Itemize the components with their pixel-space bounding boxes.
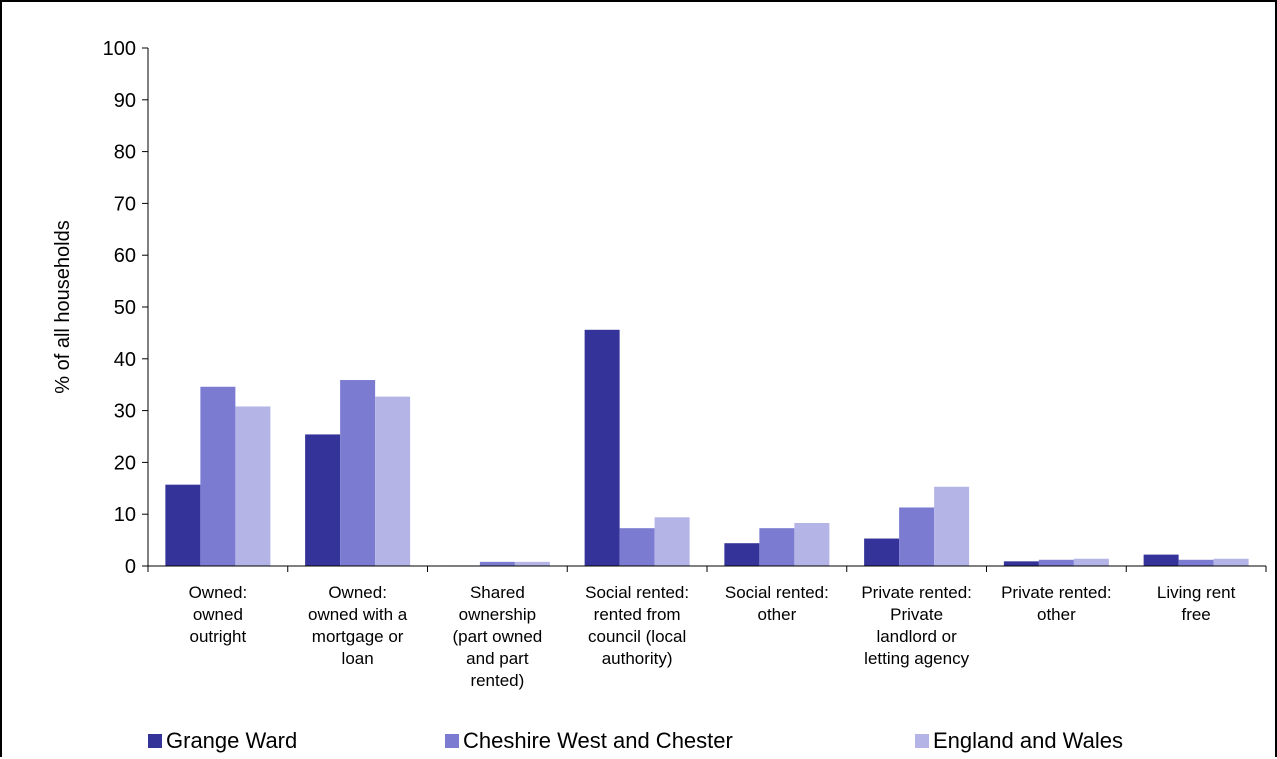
x-category-label-5-line-3: letting agency [864, 649, 969, 668]
y-tick-label-10: 10 [114, 504, 136, 526]
legend-swatch-cheshire-west-and-chester [445, 734, 459, 748]
x-category-label-0-line-0: Owned: [189, 583, 248, 602]
x-category-label-5-line-2: landlord or [876, 627, 957, 646]
x-category-label-2-line-0: Shared [470, 583, 525, 602]
y-tick-label-60: 60 [114, 245, 136, 267]
bar-cheshire-west-and-chester-6 [1038, 559, 1074, 566]
x-category-label-1-line-3: loan [342, 649, 374, 668]
x-category-label-0: Owned: owned outright [189, 583, 248, 646]
bar-cheshire-west-and-chester-0 [200, 386, 236, 566]
x-category-label-5-line-1: Private [890, 605, 943, 624]
x-category-label-3-line-0: Social rented: [585, 583, 689, 602]
x-category-label-5-line-0: Private rented: [861, 583, 972, 602]
legend-label-grange-ward: Grange Ward [166, 728, 297, 753]
x-category-label-3: Social rented: rented from council (local a… [585, 583, 689, 668]
bar-england-and-wales-0 [235, 406, 271, 566]
bar-grange-ward-4 [724, 543, 760, 566]
bar-grange-ward-6 [1003, 561, 1039, 566]
bar-england-and-wales-7 [1213, 558, 1249, 566]
bar-england-and-wales-3 [654, 517, 690, 566]
x-category-label-3-line-3: authority) [602, 649, 673, 668]
x-category-label-4-line-0: Social rented: [725, 583, 829, 602]
bar-cheshire-west-and-chester-1 [340, 380, 376, 566]
x-category-label-5: Private rented: Private landlord or letting… [861, 583, 972, 668]
x-category-label-1: Owned: owned with a mortgage or loan [308, 583, 408, 668]
bar-cheshire-west-and-chester-3 [619, 528, 655, 566]
legend-label-england-and-wales: England and Wales [933, 728, 1123, 753]
legend-swatch-grange-ward [148, 734, 162, 748]
bar-cheshire-west-and-chester-4 [759, 528, 795, 566]
y-tick-label-0: 0 [125, 556, 136, 578]
legend-label-cheshire-west-and-chester: Cheshire West and Chester [463, 728, 733, 753]
x-category-label-2-line-2: (part owned [452, 627, 542, 646]
bar-cheshire-west-and-chester-7 [1178, 559, 1214, 566]
x-category-label-4: Social rented: other [725, 583, 829, 624]
x-category-label-4-line-1: other [758, 605, 797, 624]
y-tick-label-80: 80 [114, 142, 136, 164]
x-category-label-7: Living rent free [1157, 583, 1236, 624]
y-tick-label-50: 50 [114, 297, 136, 319]
y-tick-label-70: 70 [114, 193, 136, 215]
x-category-label-0-line-2: outright [190, 627, 247, 646]
bar-grange-ward-1 [305, 434, 341, 566]
y-tick-label-100: 100 [103, 38, 136, 60]
x-category-label-0-line-1: owned [193, 605, 243, 624]
bar-england-and-wales-5 [934, 486, 970, 566]
x-category-label-2: Shared ownership (part owned and part rented… [452, 583, 542, 690]
y-tick-label-20: 20 [114, 452, 136, 474]
bar-grange-ward-5 [864, 538, 900, 566]
y-tick-label-90: 90 [114, 90, 136, 112]
y-tick-label-40: 40 [114, 349, 136, 371]
x-category-label-1-line-0: Owned: [328, 583, 387, 602]
x-category-label-2-line-3: and part [466, 649, 529, 668]
bar-cheshire-west-and-chester-5 [899, 507, 935, 566]
bar-grange-ward-3 [584, 329, 620, 566]
bar-england-and-wales-6 [1073, 558, 1109, 566]
x-category-label-1-line-1: owned with a [308, 605, 408, 624]
x-category-label-2-line-1: ownership [459, 605, 537, 624]
bar-grange-ward-0 [165, 484, 201, 566]
x-category-label-6-line-0: Private rented: [1001, 583, 1112, 602]
x-category-label-7-line-0: Living rent [1157, 583, 1236, 602]
x-category-label-7-line-1: free [1181, 605, 1210, 624]
x-category-label-6-line-1: other [1037, 605, 1076, 624]
bar-england-and-wales-2 [514, 561, 550, 566]
y-axis-title: % of all households [52, 220, 74, 393]
bar-england-and-wales-1 [375, 396, 411, 566]
y-tick-label-30: 30 [114, 401, 136, 423]
x-category-label-6: Private rented: other [1001, 583, 1112, 624]
bar-england-and-wales-4 [794, 523, 830, 566]
x-category-label-3-line-2: council (local [588, 627, 686, 646]
x-category-label-3-line-1: rented from [594, 605, 681, 624]
x-category-label-1-line-2: mortgage or [312, 627, 404, 646]
bar-grange-ward-7 [1143, 554, 1179, 566]
x-category-label-2-line-4: rented) [470, 671, 524, 690]
bar-cheshire-west-and-chester-2 [479, 561, 515, 566]
legend-swatch-england-and-wales [915, 734, 929, 748]
